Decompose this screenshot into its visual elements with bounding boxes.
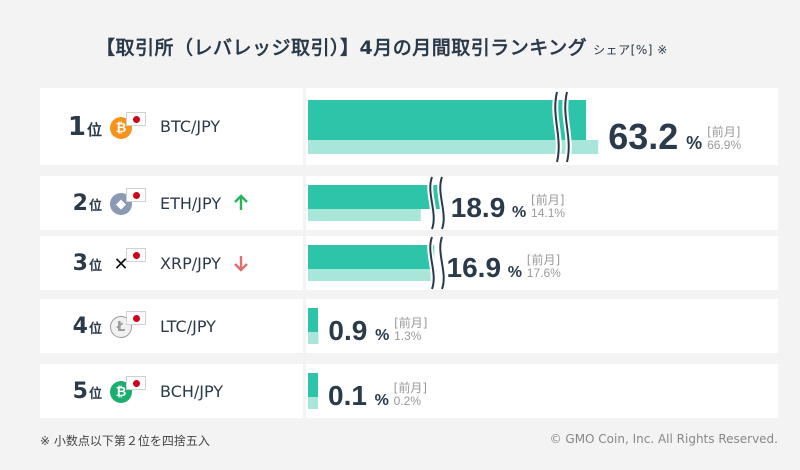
previous-month-value: 1.3% xyxy=(394,329,422,343)
rank-label: 2位 xyxy=(40,191,102,216)
down-arrow-icon xyxy=(234,256,248,272)
chart-subtitle: シェア[%] ※ xyxy=(593,43,668,57)
chart-title-text: 【取引所（レバレッジ取引）】4月の月間取引ランキング xyxy=(96,37,588,59)
pair-label: XRP/JPY xyxy=(160,253,221,273)
pair-label: LTC/JPY xyxy=(160,316,216,336)
rank-number: 2 xyxy=(72,190,88,216)
ranking-row-5: 5位 ₿ BCH/JPY xyxy=(40,364,778,418)
coin-badge: ₿ xyxy=(108,376,148,406)
row-divider xyxy=(303,236,306,290)
rank-number: 4 xyxy=(72,313,88,339)
rank-unit: 位 xyxy=(88,386,102,402)
previous-month-bar xyxy=(308,397,318,409)
previous-month-label: [前月] xyxy=(394,315,427,330)
current-month-bar xyxy=(308,373,318,397)
rank-label: 1位 xyxy=(40,112,102,142)
previous-month-value: 0.2% xyxy=(394,394,422,408)
footnote: ※ 小数点以下第２位を四捨五入 xyxy=(40,434,210,448)
japan-flag-icon xyxy=(126,311,146,325)
rank-cell: 3位 ✕ XRP/JPY xyxy=(40,236,303,290)
previous-month-bar xyxy=(308,209,421,221)
rank-unit: 位 xyxy=(88,198,102,214)
japan-flag-icon xyxy=(126,188,146,202)
coin-badge: ₿ xyxy=(108,111,148,142)
chart-title: 【取引所（レバレッジ取引）】4月の月間取引ランキング シェア[%] ※ xyxy=(96,33,668,60)
current-share-value: 16.9 xyxy=(447,252,502,283)
up-arrow-icon xyxy=(234,194,248,210)
previous-month-value: 17.6% xyxy=(527,266,561,280)
percent-unit: % xyxy=(686,133,702,153)
previous-month-label: [前月] xyxy=(394,380,427,395)
japan-flag-icon xyxy=(126,248,146,262)
previous-month-bar xyxy=(308,140,599,154)
coin-badge: Ł xyxy=(108,311,148,341)
rank-cell: 2位 ◆ ETH/JPY xyxy=(40,176,303,230)
coin-badge: ✕ xyxy=(108,248,148,278)
rank-number: 1 xyxy=(67,111,86,142)
copyright: © GMO Coin, Inc. All Rights Reserved. xyxy=(549,432,778,446)
current-month-bar xyxy=(308,308,318,332)
current-month-bar xyxy=(308,245,435,269)
previous-month-value: 66.9% xyxy=(707,138,741,152)
coin-badge: ◆ xyxy=(108,188,148,218)
row-divider xyxy=(303,299,306,353)
rank-number: 3 xyxy=(72,250,88,276)
axis-break-mark xyxy=(429,176,435,230)
rank-cell: 5位 ₿ BCH/JPY xyxy=(40,364,303,418)
previous-month-label: [前月] xyxy=(707,124,740,139)
axis-break-mark xyxy=(439,236,445,290)
current-share-value: 18.9 xyxy=(451,192,506,223)
current-month-bar xyxy=(308,100,587,140)
current-share-value: 63.2 xyxy=(608,116,678,157)
rank-unit: 位 xyxy=(88,321,102,337)
axis-break-mark xyxy=(554,91,560,163)
current-share-value: 0.9 xyxy=(328,315,367,346)
axis-break-mark xyxy=(439,176,445,230)
rank-label: 4位 xyxy=(40,314,102,339)
previous-month-bar xyxy=(308,332,319,344)
percent-unit: % xyxy=(512,204,526,221)
rank-label: 3位 xyxy=(40,251,102,276)
pair-label: ETH/JPY xyxy=(160,193,222,213)
previous-month-label: [前月] xyxy=(527,252,560,267)
rank-label: 5位 xyxy=(40,379,102,404)
axis-break-mark xyxy=(429,236,435,290)
current-share-value: 0.1 xyxy=(328,380,367,411)
row-divider xyxy=(303,364,306,418)
rank-unit: 位 xyxy=(86,120,102,139)
rank-unit: 位 xyxy=(88,258,102,274)
japan-flag-icon xyxy=(126,111,146,126)
percent-unit: % xyxy=(508,264,522,281)
rank-number: 5 xyxy=(72,378,88,404)
current-month-bar xyxy=(308,185,441,209)
axis-break-mark xyxy=(564,91,570,163)
percent-unit: % xyxy=(375,327,389,344)
row-divider xyxy=(303,88,306,165)
percent-unit: % xyxy=(375,392,389,409)
pair-label: BCH/JPY xyxy=(160,381,224,401)
japan-flag-icon xyxy=(126,376,146,390)
rank-cell: 4位 Ł LTC/JPY xyxy=(40,299,303,353)
row-divider xyxy=(303,176,306,230)
previous-month-value: 14.1% xyxy=(531,206,565,220)
previous-month-label: [前月] xyxy=(531,192,564,207)
pair-label: BTC/JPY xyxy=(160,117,221,136)
previous-month-bar xyxy=(308,269,437,281)
ranking-row-4: 4位 Ł LTC/JPY xyxy=(40,299,778,353)
rank-cell: 1位 ₿ BTC/JPY xyxy=(40,88,303,165)
